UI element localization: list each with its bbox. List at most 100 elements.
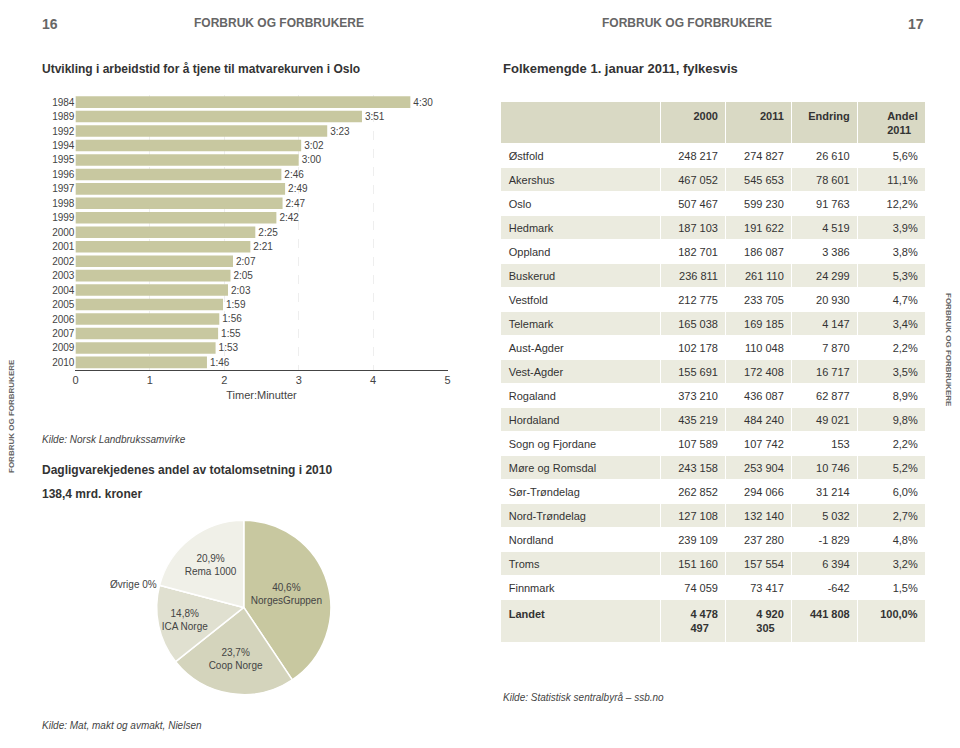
svg-text:24 299: 24 299 [816,270,850,282]
svg-text:31 214: 31 214 [816,486,850,498]
svg-text:1984: 1984 [52,97,75,108]
svg-text:151 160: 151 160 [678,558,718,570]
svg-text:Østfold: Østfold [509,150,544,162]
svg-text:484 240: 484 240 [744,414,784,426]
svg-text:2006: 2006 [52,314,75,325]
svg-text:243 158: 243 158 [678,462,718,474]
svg-text:248 217: 248 217 [678,150,718,162]
svg-text:3:00: 3:00 [302,154,322,165]
svg-text:3,2%: 3,2% [893,558,918,570]
svg-text:Dagligvarekjedenes andel av to: Dagligvarekjedenes andel av totalomsetni… [42,463,332,477]
svg-text:40,6%NorgesGruppen: 40,6%NorgesGruppen [251,582,322,606]
svg-text:2009: 2009 [52,342,75,353]
svg-text:2:05: 2:05 [233,270,253,281]
svg-text:253 904: 253 904 [744,462,784,474]
svg-text:155 691: 155 691 [678,366,718,378]
svg-text:102 178: 102 178 [678,342,718,354]
svg-text:Nordland: Nordland [509,534,554,546]
svg-text:165 038: 165 038 [678,318,718,330]
svg-text:436 087: 436 087 [744,390,784,402]
svg-text:107 589: 107 589 [678,438,718,450]
svg-text:1995: 1995 [52,154,75,165]
svg-text:2003: 2003 [52,270,75,281]
svg-text:Øvrige 0%: Øvrige 0% [110,579,157,590]
svg-text:2:46: 2:46 [284,169,304,180]
svg-text:2000: 2000 [52,227,75,238]
svg-text:8,9%: 8,9% [893,390,918,402]
svg-text:186 087: 186 087 [744,246,784,258]
svg-text:49 021: 49 021 [816,414,850,426]
svg-text:2:21: 2:21 [253,241,273,252]
svg-text:441 808: 441 808 [810,608,850,620]
svg-text:Landet: Landet [509,608,545,620]
svg-text:6,0%: 6,0% [893,486,918,498]
svg-text:1:56: 1:56 [222,313,242,324]
svg-text:91 763: 91 763 [816,198,850,210]
svg-text:5,2%: 5,2% [893,462,918,474]
svg-text:1:46: 1:46 [210,357,230,368]
svg-text:FORBRUK OG FORBRUKERE: FORBRUK OG FORBRUKERE [602,16,772,30]
svg-text:1994: 1994 [52,140,75,151]
svg-text:5,3%: 5,3% [893,270,918,282]
svg-text:5 032: 5 032 [822,510,850,522]
svg-text:1999: 1999 [52,212,75,223]
svg-text:599 230: 599 230 [744,198,784,210]
svg-text:5: 5 [444,374,450,386]
svg-text:7 870: 7 870 [822,342,850,354]
svg-text:233 705: 233 705 [744,294,784,306]
svg-text:73 417: 73 417 [750,582,784,594]
svg-text:169 185: 169 185 [744,318,784,330]
svg-text:172 408: 172 408 [744,366,784,378]
svg-text:Troms: Troms [509,558,540,570]
svg-text:507 467: 507 467 [678,198,718,210]
svg-text:20 930: 20 930 [816,294,850,306]
svg-text:5,6%: 5,6% [893,150,918,162]
svg-text:Andel2011: Andel2011 [887,110,918,136]
svg-text:Oslo: Oslo [509,198,532,210]
svg-text:236 811: 236 811 [679,270,718,282]
svg-text:6 394: 6 394 [822,558,850,570]
svg-text:2:03: 2:03 [231,285,251,296]
svg-text:2000: 2000 [693,110,717,122]
svg-text:2: 2 [221,374,227,386]
svg-text:1998: 1998 [52,198,75,209]
svg-text:Telemark: Telemark [509,318,554,330]
svg-text:239 109: 239 109 [678,534,718,546]
svg-text:100,0%: 100,0% [880,608,918,620]
svg-text:62 877: 62 877 [816,390,850,402]
svg-text:3 386: 3 386 [822,246,850,258]
svg-text:4 147: 4 147 [822,318,850,330]
svg-text:212 775: 212 775 [678,294,718,306]
svg-text:2,7%: 2,7% [893,510,918,522]
svg-text:467 052: 467 052 [678,174,718,186]
svg-text:3,4%: 3,4% [893,318,918,330]
svg-text:23,7%Coop Norge: 23,7%Coop Norge [209,647,263,671]
svg-text:Kilde: Norsk Landbrukssamvirke: Kilde: Norsk Landbrukssamvirke [42,434,186,445]
svg-text:262 852: 262 852 [678,486,718,498]
svg-text:274 827: 274 827 [744,150,784,162]
svg-text:3:51: 3:51 [365,111,385,122]
svg-text:14,8%ICA Norge: 14,8%ICA Norge [162,608,209,632]
svg-text:Folkemengde 1. januar 2011, fy: Folkemengde 1. januar 2011, fylkesvis [503,61,738,76]
svg-text:127 108: 127 108 [678,510,718,522]
svg-text:2011: 2011 [760,110,784,122]
svg-text:1:55: 1:55 [221,328,241,339]
svg-text:1:59: 1:59 [226,299,246,310]
svg-text:Nord-Trøndelag: Nord-Trøndelag [509,510,586,522]
svg-text:373 210: 373 210 [678,390,718,402]
svg-text:4 519: 4 519 [822,222,850,234]
svg-text:Utvikling i arbeidstid for å t: Utvikling i arbeidstid for å tjene til m… [42,62,360,76]
svg-text:1996: 1996 [52,169,75,180]
svg-text:2002: 2002 [52,256,75,267]
svg-text:4 478497: 4 478497 [690,608,718,634]
svg-text:2007: 2007 [52,328,75,339]
svg-text:Kilde: Mat, makt og avmakt, Ni: Kilde: Mat, makt og avmakt, Nielsen [42,720,202,731]
svg-text:16: 16 [42,16,58,32]
svg-text:3: 3 [296,374,302,386]
svg-text:4,8%: 4,8% [893,534,918,546]
svg-text:3,5%: 3,5% [893,366,918,378]
svg-text:2:25: 2:25 [258,227,278,238]
svg-text:110 048: 110 048 [745,342,784,354]
svg-text:294 066: 294 066 [744,486,784,498]
svg-text:Møre og Romsdal: Møre og Romsdal [509,462,596,474]
